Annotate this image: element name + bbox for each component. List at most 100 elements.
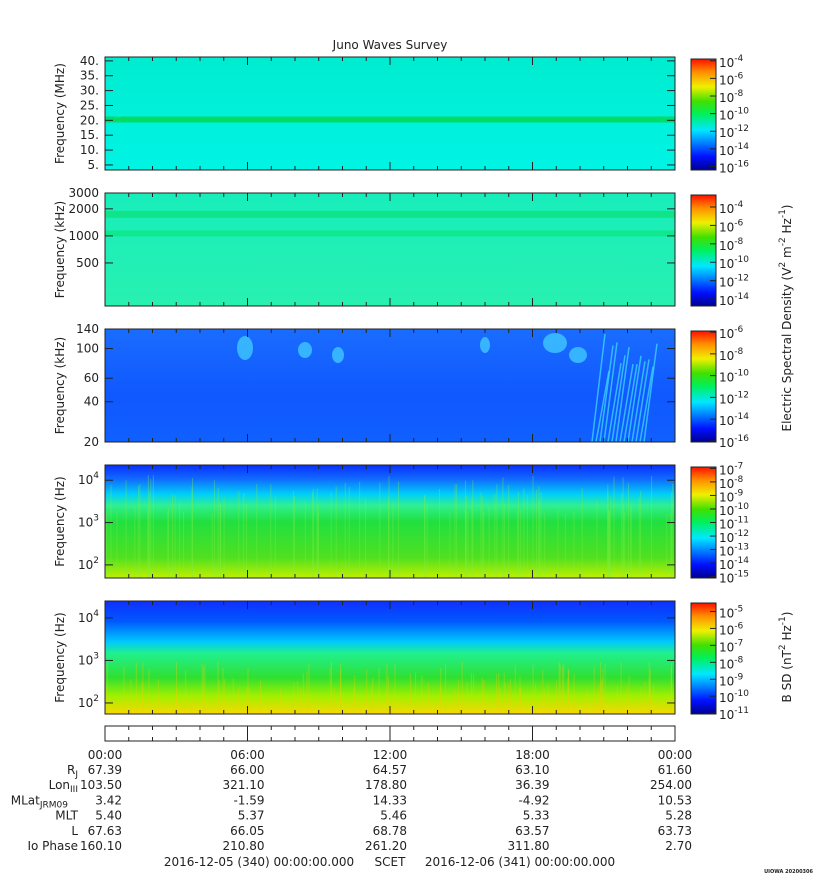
colorbar-tick-label: 10-9	[719, 672, 744, 688]
colorbar-label: Electric Spectral Density (V2 m-2 Hz-1)	[778, 204, 794, 431]
emission-streak	[635, 359, 650, 443]
y-axis-label: Frequency (kHz)	[53, 337, 67, 434]
emission-streak	[595, 370, 610, 443]
footer-label: SCET	[375, 855, 407, 869]
colorbar-tick-label: 10-14	[719, 141, 749, 157]
emission-streak	[611, 355, 626, 443]
spectrogram-background	[105, 601, 675, 714]
colorbar-tick-label: 10-12	[719, 124, 749, 140]
y-tick-label: 1000	[68, 228, 99, 242]
y-tick-label: 40	[84, 394, 99, 408]
ephemeris-value: 2.70	[665, 839, 692, 853]
colorbar	[691, 603, 716, 714]
colorbar-tick-label: 10-8	[719, 346, 744, 362]
y-tick-label: 60	[84, 371, 99, 385]
spectrogram-background	[105, 329, 675, 442]
y-tick-label: 140	[76, 322, 99, 336]
footer-end: 2016-12-06 (341) 00:00:00.000	[425, 855, 615, 869]
colorbar-frame	[690, 330, 717, 443]
y-tick-label: 15.	[80, 128, 99, 142]
ephemeris-value: 10.53	[658, 793, 692, 807]
y-tick-label: 102	[78, 555, 99, 571]
colorbar-tick-label: 10-11	[719, 706, 749, 722]
colorbar-tick-label: 10-16	[719, 159, 749, 175]
colorbar-frame	[690, 602, 717, 715]
y-tick-label: 20	[84, 435, 99, 449]
emission-streak	[619, 363, 634, 443]
colorbar-tick-label: 10-10	[719, 501, 749, 517]
ephemeris-value: 254.00	[650, 778, 692, 792]
colorbar-tick-label: 10-10	[719, 689, 749, 705]
ephemeris-value: 14.33	[373, 793, 407, 807]
ephemeris-label: L	[71, 823, 78, 837]
emission-streak	[643, 343, 658, 443]
y-axis-label: Frequency (Hz)	[53, 476, 67, 567]
y-tick-label: 2000	[68, 201, 99, 215]
emission-blob	[480, 337, 490, 353]
ephemeris-value: 66.00	[230, 763, 264, 777]
emission-blob	[332, 347, 344, 363]
emission-blob	[237, 336, 253, 360]
colorbar-tick-label: 10-8	[719, 236, 744, 252]
y-tick-label: 100	[76, 341, 99, 355]
y-tick-label: 35.	[80, 68, 99, 82]
y-tick-label: 103	[78, 513, 99, 529]
title: Juno Waves Survey	[332, 38, 448, 52]
ephemeris-value: 5.28	[665, 808, 692, 822]
emission-streak	[591, 333, 606, 443]
spectrogram-background	[105, 193, 675, 306]
colorbar-tick-label: 10-10	[719, 106, 749, 122]
ephemeris-value: 261.20	[365, 839, 407, 853]
colorbar-tick-label: 10-10	[719, 255, 749, 271]
ephemeris-value: 5.37	[238, 808, 265, 822]
colorbar-tick-label: 10-8	[719, 89, 744, 105]
ephemeris-value: -1.59	[233, 793, 264, 807]
y-tick-label: 40.	[80, 53, 99, 67]
colorbar-tick-label: 10-7	[719, 638, 743, 654]
ephemeris-value: 311.80	[508, 839, 550, 853]
ephemeris-value: 66.05	[230, 823, 264, 837]
emission-streak	[603, 342, 618, 443]
y-tick-label: 103	[78, 651, 99, 667]
ephemeris-label: RJ	[67, 763, 78, 780]
colorbar	[691, 331, 716, 442]
spectrogram	[105, 57, 675, 170]
colorbar-tick-label: 10-14	[719, 556, 749, 572]
colorbar-tick-label: 10-9	[719, 488, 744, 504]
emission-blob	[569, 347, 587, 363]
y-axis-label: Frequency (kHz)	[53, 201, 67, 298]
spectrogram-background	[105, 57, 675, 170]
ephemeris-value: 68.78	[373, 823, 407, 837]
ephemeris-value: -4.92	[518, 793, 549, 807]
y-tick-label: 10.	[80, 143, 99, 157]
footer-start: 2016-12-05 (340) 00:00:00.000	[164, 855, 354, 869]
emission-streak	[627, 355, 642, 443]
y-tick-label: 25.	[80, 98, 99, 112]
colorbar-frame	[690, 194, 717, 307]
x-tick-label: 12:00	[373, 748, 408, 762]
y-axis-label: Frequency (Hz)	[53, 612, 67, 703]
colorbar	[691, 59, 716, 170]
ephemeris-value: 5.46	[380, 808, 407, 822]
ephemeris-value: 36.39	[515, 778, 549, 792]
x-tick-label: 18:00	[515, 748, 550, 762]
ephemeris-value: 178.80	[365, 778, 407, 792]
y-tick-label: 104	[78, 608, 99, 624]
y-tick-label: 30.	[80, 83, 99, 97]
colorbar-label: B SD (nT2 Hz-1)	[778, 612, 794, 703]
ephemeris-label: MLatJRM09	[11, 793, 69, 810]
ephemeris-value: 5.33	[523, 808, 550, 822]
ephemeris-value: 64.57	[373, 763, 407, 777]
colorbar-frame	[690, 58, 717, 171]
ephemeris-value: 67.39	[88, 763, 122, 777]
emission-blob	[298, 342, 312, 358]
ephemeris-label: Io Phase	[27, 839, 78, 853]
y-tick-label: 5.	[88, 157, 99, 171]
emission-streak	[639, 366, 654, 443]
credit: UIOWA 20200306	[764, 869, 813, 875]
colorbar-tick-label: 10-13	[719, 542, 749, 558]
colorbar-tick-label: 10-14	[719, 412, 749, 428]
ephemeris-value: 67.63	[88, 823, 122, 837]
ephemeris-value: 160.10	[80, 839, 122, 853]
